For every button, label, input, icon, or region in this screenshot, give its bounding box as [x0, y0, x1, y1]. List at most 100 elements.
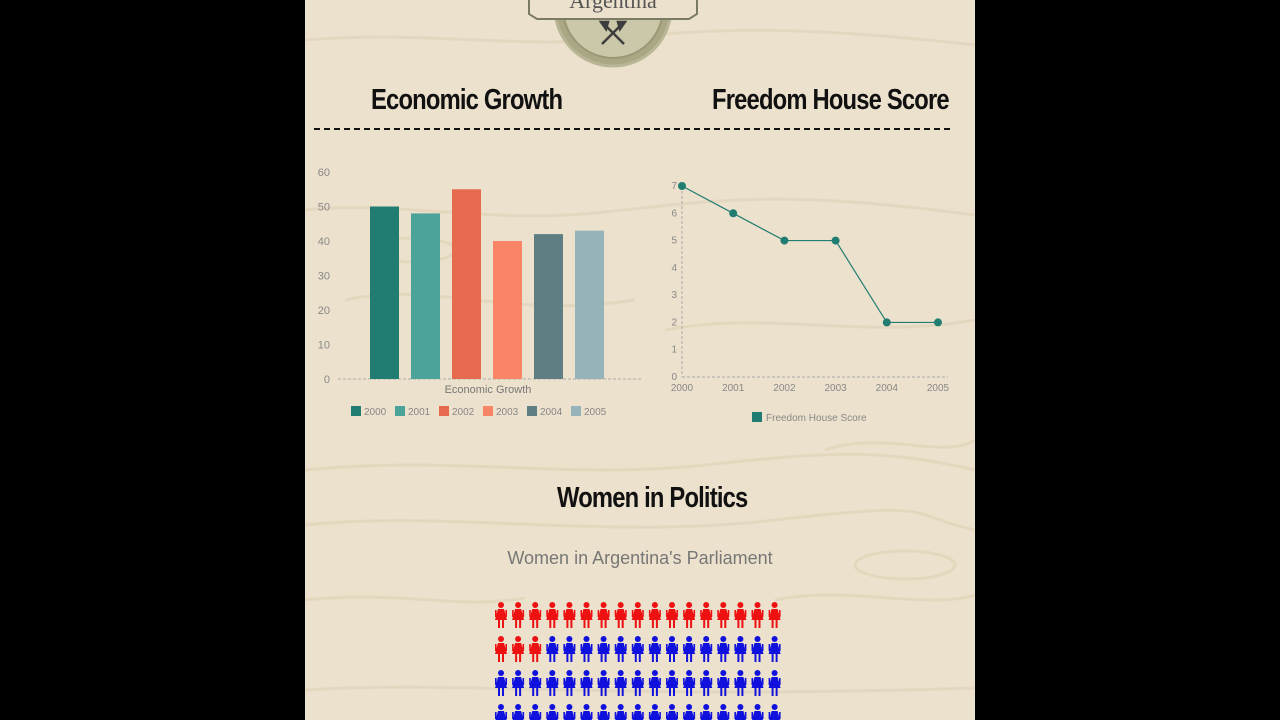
x-tick-label: 2004	[876, 383, 899, 394]
freedom-house-heading: Freedom House Score	[712, 84, 950, 116]
y-tick-label: 30	[318, 271, 330, 283]
woman-icon	[648, 704, 661, 720]
x-axis-label: Economic Growth	[445, 384, 532, 396]
woman-icon	[563, 602, 576, 628]
woman-icon	[495, 636, 507, 662]
bar-2002	[452, 189, 481, 379]
woman-icon	[563, 636, 576, 662]
woman-icon	[495, 670, 507, 696]
woman-icon	[614, 704, 627, 720]
woman-icon	[529, 602, 542, 628]
y-tick-label: 1	[671, 345, 677, 356]
woman-icon	[614, 636, 627, 662]
heading-divider	[314, 128, 950, 130]
y-tick-label: 60	[318, 167, 330, 179]
bar-2001	[411, 213, 440, 379]
woman-icon	[768, 704, 781, 720]
women-in-politics-heading: Women in Politics	[557, 482, 748, 514]
woman-icon	[512, 704, 525, 720]
woman-icon	[546, 636, 559, 662]
legend-label-2005: 2005	[584, 407, 607, 418]
bar-2000	[370, 206, 399, 379]
woman-icon	[631, 602, 644, 628]
woman-icon	[614, 602, 627, 628]
woman-icon	[700, 602, 713, 628]
woman-icon	[666, 602, 678, 628]
series-line	[681, 185, 938, 324]
x-tick-label: 2003	[824, 383, 847, 394]
y-tick-label: 0	[324, 374, 330, 386]
woman-icon	[546, 704, 559, 720]
woman-icon	[717, 704, 730, 720]
woman-icon	[495, 602, 507, 628]
woman-icon	[597, 602, 610, 628]
woman-icon	[768, 670, 781, 696]
woman-icon	[563, 670, 576, 696]
legend-swatch-2000	[351, 406, 361, 416]
data-point-2003	[831, 236, 840, 245]
bar-2003	[493, 241, 522, 379]
data-point-2004	[882, 318, 891, 327]
economic-growth-heading: Economic Growth	[371, 84, 563, 116]
infographic-panel: Argentina Economic Growth Freedom House …	[305, 0, 975, 720]
woman-icon	[546, 602, 559, 628]
woman-icon	[700, 670, 713, 696]
y-tick-label: 0	[671, 372, 677, 383]
bar-2005	[575, 230, 604, 379]
woman-icon	[751, 670, 764, 696]
woman-icon	[700, 636, 713, 662]
x-tick-label: 2002	[773, 383, 796, 394]
woman-icon	[683, 704, 696, 720]
woman-icon	[666, 704, 678, 720]
woman-icon	[580, 602, 593, 628]
woman-icon	[597, 636, 610, 662]
y-tick-label: 50	[318, 202, 330, 214]
data-point-2002	[780, 236, 789, 245]
woman-icon	[512, 636, 525, 662]
y-tick-label: 5	[671, 236, 677, 247]
woman-icon	[529, 670, 542, 696]
x-tick-label: 2005	[927, 383, 950, 394]
woman-icon	[683, 602, 696, 628]
woman-icon	[666, 670, 678, 696]
woman-icon	[597, 670, 610, 696]
legend-swatch-2003	[483, 406, 493, 416]
woman-icon	[580, 636, 593, 662]
woman-icon	[512, 602, 525, 628]
y-tick-label: 7	[671, 181, 677, 192]
woman-icon	[648, 670, 661, 696]
woman-icon	[529, 704, 542, 720]
woman-icon	[734, 704, 747, 720]
legend-swatch-2004	[527, 406, 537, 416]
legend-label-2004: 2004	[540, 407, 563, 418]
woman-icon	[717, 602, 730, 628]
data-point-2000	[678, 182, 686, 190]
y-tick-label: 40	[318, 236, 330, 248]
legend-label-2003: 2003	[496, 407, 519, 418]
legend-label-2002: 2002	[452, 407, 475, 418]
woman-icon	[683, 670, 696, 696]
legend-label-2000: 2000	[364, 407, 387, 418]
y-tick-label: 10	[318, 340, 330, 352]
woman-icon	[614, 670, 627, 696]
y-tick-label: 20	[318, 305, 330, 317]
women-parliament-pictogram	[495, 602, 781, 720]
x-tick-label: 2000	[671, 383, 694, 394]
woman-icon	[700, 704, 713, 720]
badge-country-name: Argentina	[569, 0, 657, 13]
country-badge: Argentina	[528, 0, 698, 68]
woman-icon	[597, 704, 610, 720]
woman-icon	[751, 636, 764, 662]
y-tick-label: 3	[671, 290, 677, 301]
legend-label: Freedom House Score	[766, 413, 867, 424]
woman-icon	[734, 670, 747, 696]
woman-icon	[546, 670, 559, 696]
woman-icon	[751, 602, 764, 628]
legend-label-2001: 2001	[408, 407, 431, 418]
women-parliament-subtitle: Women in Argentina's Parliament	[507, 548, 773, 568]
data-point-2001	[729, 209, 738, 218]
woman-icon	[563, 704, 576, 720]
data-point-2005	[934, 318, 942, 327]
woman-icon	[734, 602, 747, 628]
y-tick-label: 4	[671, 263, 677, 274]
